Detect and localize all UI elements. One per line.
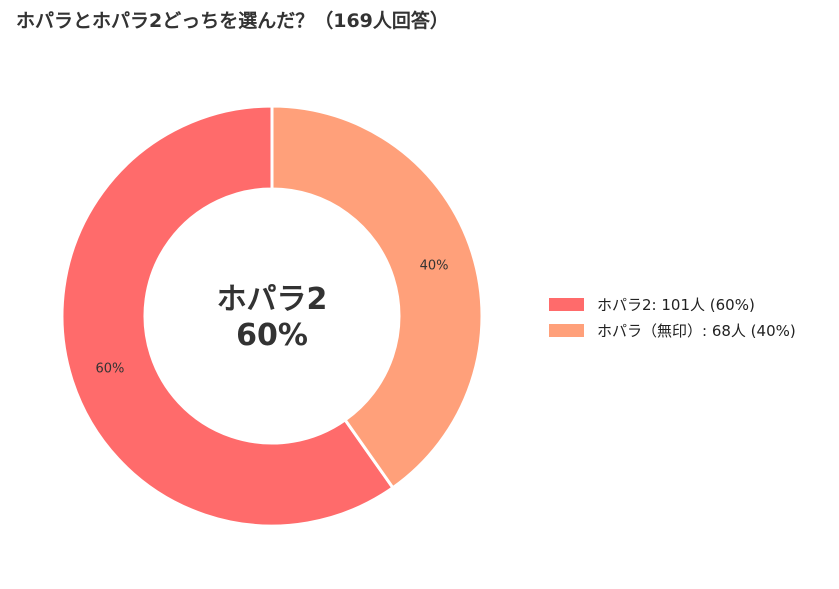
legend-label-hopara2: ホパラ2: 101人 (60%) [597, 295, 755, 314]
center-label-percent: 60% [236, 318, 308, 353]
legend: ホパラ2: 101人 (60%) ホパラ（無印）: 68人 (40%) [549, 291, 796, 343]
donut-slice-0[interactable] [60, 104, 395, 528]
center-label-name: ホパラ2 [217, 282, 328, 317]
legend-item-hopara[interactable]: ホパラ（無印）: 68人 (40%) [549, 317, 796, 343]
chart-title: ホパラとホパラ2どっちを選んだ？（169人回答） [16, 10, 449, 32]
legend-swatch-hopara [549, 323, 584, 337]
legend-label-hopara: ホパラ（無印）: 68人 (40%) [597, 321, 796, 340]
slice-percent-label-0: 60% [95, 361, 124, 376]
legend-swatch-hopara2 [549, 297, 584, 311]
slice-percent-label-1: 40% [420, 259, 449, 274]
donut-slices [60, 104, 484, 528]
donut-slice-1[interactable] [270, 104, 484, 490]
legend-item-hopara2[interactable]: ホパラ2: 101人 (60%) [549, 291, 796, 317]
slice-percent-labels: 60% 40% [95, 259, 448, 377]
